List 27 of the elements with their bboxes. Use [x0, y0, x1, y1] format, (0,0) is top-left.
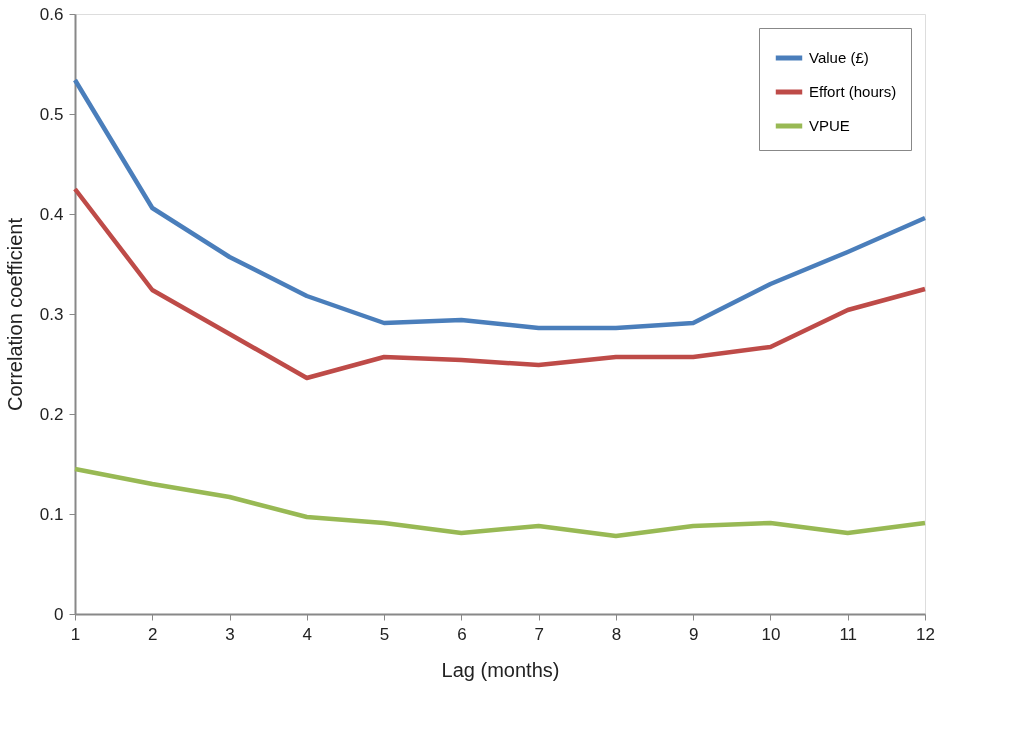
x-tick-label: 11	[839, 624, 858, 644]
y-tick-label: 0.3	[39, 304, 64, 324]
line-series	[72, 77, 928, 331]
x-tick-label: 6	[457, 624, 467, 644]
legend-label: VPUE	[809, 117, 850, 134]
y-tick-label: 0.1	[39, 504, 64, 524]
y-axis-title: Correlation coefficient	[3, 217, 26, 412]
y-tick-label: 0.4	[39, 204, 64, 224]
legend-label: Effort (hours)	[809, 83, 897, 100]
x-tick-label: 7	[534, 624, 544, 644]
x-axis-title: Lag (months)	[441, 658, 560, 681]
x-tick-label: 5	[379, 624, 390, 644]
x-tick-label: 1	[70, 624, 81, 644]
x-tick-label: 3	[225, 624, 235, 644]
x-tick-label: 10	[761, 624, 781, 644]
line-series	[72, 186, 928, 381]
legend-label: Value (£)	[809, 49, 869, 66]
line-series	[72, 466, 928, 539]
x-tick-label: 8	[611, 624, 622, 644]
x-tick-label: 12	[916, 624, 935, 644]
x-tick-label: 4	[302, 624, 313, 644]
y-tick-label: 0.6	[39, 4, 64, 24]
y-tick-label: 0.5	[39, 104, 64, 124]
x-tick-label: 2	[148, 624, 158, 644]
y-tick-label: 0	[54, 604, 64, 624]
y-tick-label: 0.2	[39, 404, 64, 424]
x-tick-label: 9	[688, 624, 699, 644]
